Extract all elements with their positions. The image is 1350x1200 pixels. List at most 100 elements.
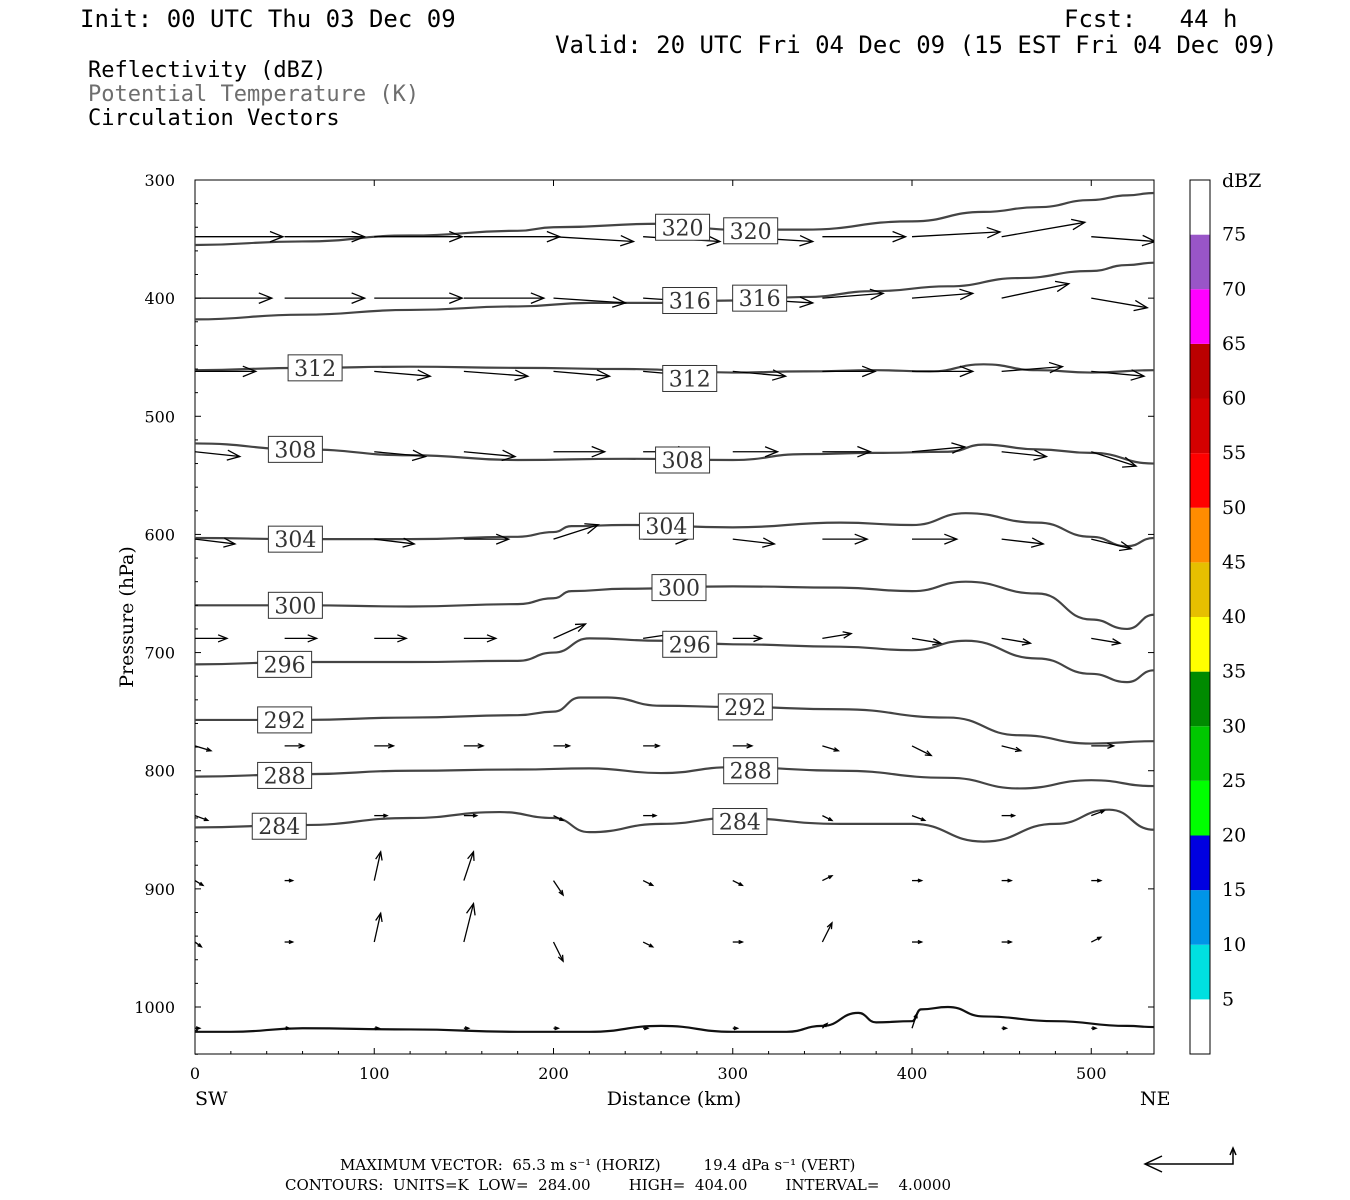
circulation-vector xyxy=(821,1022,829,1029)
circulation-vector xyxy=(822,365,877,378)
circulation-vector xyxy=(463,634,498,643)
circulation-vector xyxy=(1091,878,1103,883)
isentrope-label-box xyxy=(257,761,313,789)
colorbar-swatch xyxy=(1190,617,1210,672)
circulation-vector xyxy=(1001,361,1065,374)
isentrope-label-box xyxy=(251,812,307,840)
vector-shaft xyxy=(374,451,426,458)
x-tick-label: 200 xyxy=(538,1064,569,1083)
vector-shaft xyxy=(552,880,564,896)
vector-arrowhead xyxy=(351,292,367,304)
vector-arrowhead xyxy=(986,226,1002,239)
vector-arrowhead xyxy=(913,1012,918,1019)
isentrope-label-box xyxy=(655,213,711,241)
circulation-vector xyxy=(732,743,754,749)
isentrope-288 xyxy=(195,766,1154,790)
circulation-vector xyxy=(1091,637,1122,646)
isentrope-label-text: 292 xyxy=(264,709,306,734)
vector-arrowhead xyxy=(269,230,285,243)
vector-arrowhead xyxy=(1014,746,1023,753)
circulation-vector xyxy=(553,815,565,822)
isentrope-label: 312 xyxy=(287,354,343,382)
vector-arrowhead xyxy=(738,881,744,887)
circulation-vector xyxy=(1001,637,1033,646)
vector-shaft xyxy=(822,875,833,882)
vector-arrowhead xyxy=(753,634,764,643)
circulation-vector xyxy=(822,533,869,545)
colorbar-tick-label: 10 xyxy=(1222,934,1246,956)
vector-arrowhead xyxy=(1071,218,1087,231)
vector-shaft xyxy=(911,231,1001,238)
isentrope-label-box xyxy=(267,591,323,619)
vector-shaft xyxy=(1001,637,1031,644)
y-tick-label: 700 xyxy=(144,644,175,663)
vector-arrowhead xyxy=(288,939,295,945)
isentrope-label-text: 320 xyxy=(730,220,772,245)
vector-shaft xyxy=(374,538,415,545)
vector-arrowhead xyxy=(1092,1026,1098,1031)
vector-shaft xyxy=(373,913,382,943)
circulation-vector xyxy=(1001,1026,1009,1031)
circulation-vector xyxy=(643,1026,650,1031)
vector-arrowhead xyxy=(857,445,873,458)
vector-arrowhead xyxy=(411,449,428,462)
circulation-vector xyxy=(195,449,242,461)
vector-arrowhead xyxy=(288,878,295,883)
circulation-vector xyxy=(195,537,237,548)
isentrope-label: 308 xyxy=(655,446,711,474)
circulation-vector xyxy=(374,743,396,749)
isentrope-label: 292 xyxy=(717,693,773,721)
vector-shaft xyxy=(1091,451,1137,467)
isentrope-label-text: 288 xyxy=(264,764,306,789)
circulation-vector xyxy=(284,634,319,643)
vector-shaft xyxy=(822,815,833,821)
vector-arrowhead xyxy=(854,533,869,545)
circulation-vector xyxy=(374,813,389,818)
vector-arrowhead xyxy=(557,954,564,963)
colorbar-tick-label: 65 xyxy=(1222,333,1246,355)
circulation-vector xyxy=(1091,538,1133,552)
vector-arrowhead xyxy=(1118,541,1133,552)
circulation-vector xyxy=(1001,280,1071,299)
colorbar-tick-label: 40 xyxy=(1222,606,1246,628)
vector-shaft xyxy=(822,632,852,640)
circulation-vector xyxy=(821,921,833,943)
isentrope-label-text: 304 xyxy=(274,528,316,553)
vector-arrowhead xyxy=(833,747,841,752)
colorbar-swatch xyxy=(1190,999,1210,1054)
vector-shaft xyxy=(1090,936,1102,943)
vector-arrowhead xyxy=(799,234,815,247)
vector-shaft xyxy=(822,292,884,299)
colorbar-swatch xyxy=(1190,671,1210,727)
vector-shaft xyxy=(911,814,926,822)
vector-shaft xyxy=(374,370,431,377)
circulation-vector xyxy=(463,449,517,462)
circulation-vector xyxy=(374,634,409,643)
vector-arrowhead xyxy=(738,939,745,945)
isentrope-312 xyxy=(195,363,1154,374)
vector-arrowhead xyxy=(195,1026,202,1031)
circulation-vector xyxy=(911,745,933,757)
vector-arrowhead xyxy=(959,365,975,378)
vector-arrowhead xyxy=(1107,742,1116,750)
circulation-vector xyxy=(195,634,229,643)
isentrope-label: 292 xyxy=(257,706,313,734)
colorbar-swatch xyxy=(1190,562,1210,617)
circulation-vector xyxy=(1091,234,1154,247)
circulation-vector xyxy=(912,878,924,883)
vector-arrowhead xyxy=(648,943,655,948)
circulation-vector xyxy=(463,901,476,943)
circulation-vector xyxy=(463,1026,471,1031)
vector-arrowhead xyxy=(826,921,833,930)
circulation-vector xyxy=(643,743,661,749)
x-tick-label: 400 xyxy=(897,1064,928,1083)
circulation-vector xyxy=(1091,369,1146,381)
colorbar-swatch xyxy=(1190,180,1210,235)
vector-arrowhead xyxy=(1048,361,1065,374)
isentrope-label: 304 xyxy=(638,512,694,540)
vector-arrowhead xyxy=(375,850,383,861)
isentrope-label-box xyxy=(732,284,788,312)
vector-arrowhead xyxy=(924,750,933,757)
vector-arrowhead xyxy=(203,817,210,822)
isentrope-label-box xyxy=(257,650,313,678)
